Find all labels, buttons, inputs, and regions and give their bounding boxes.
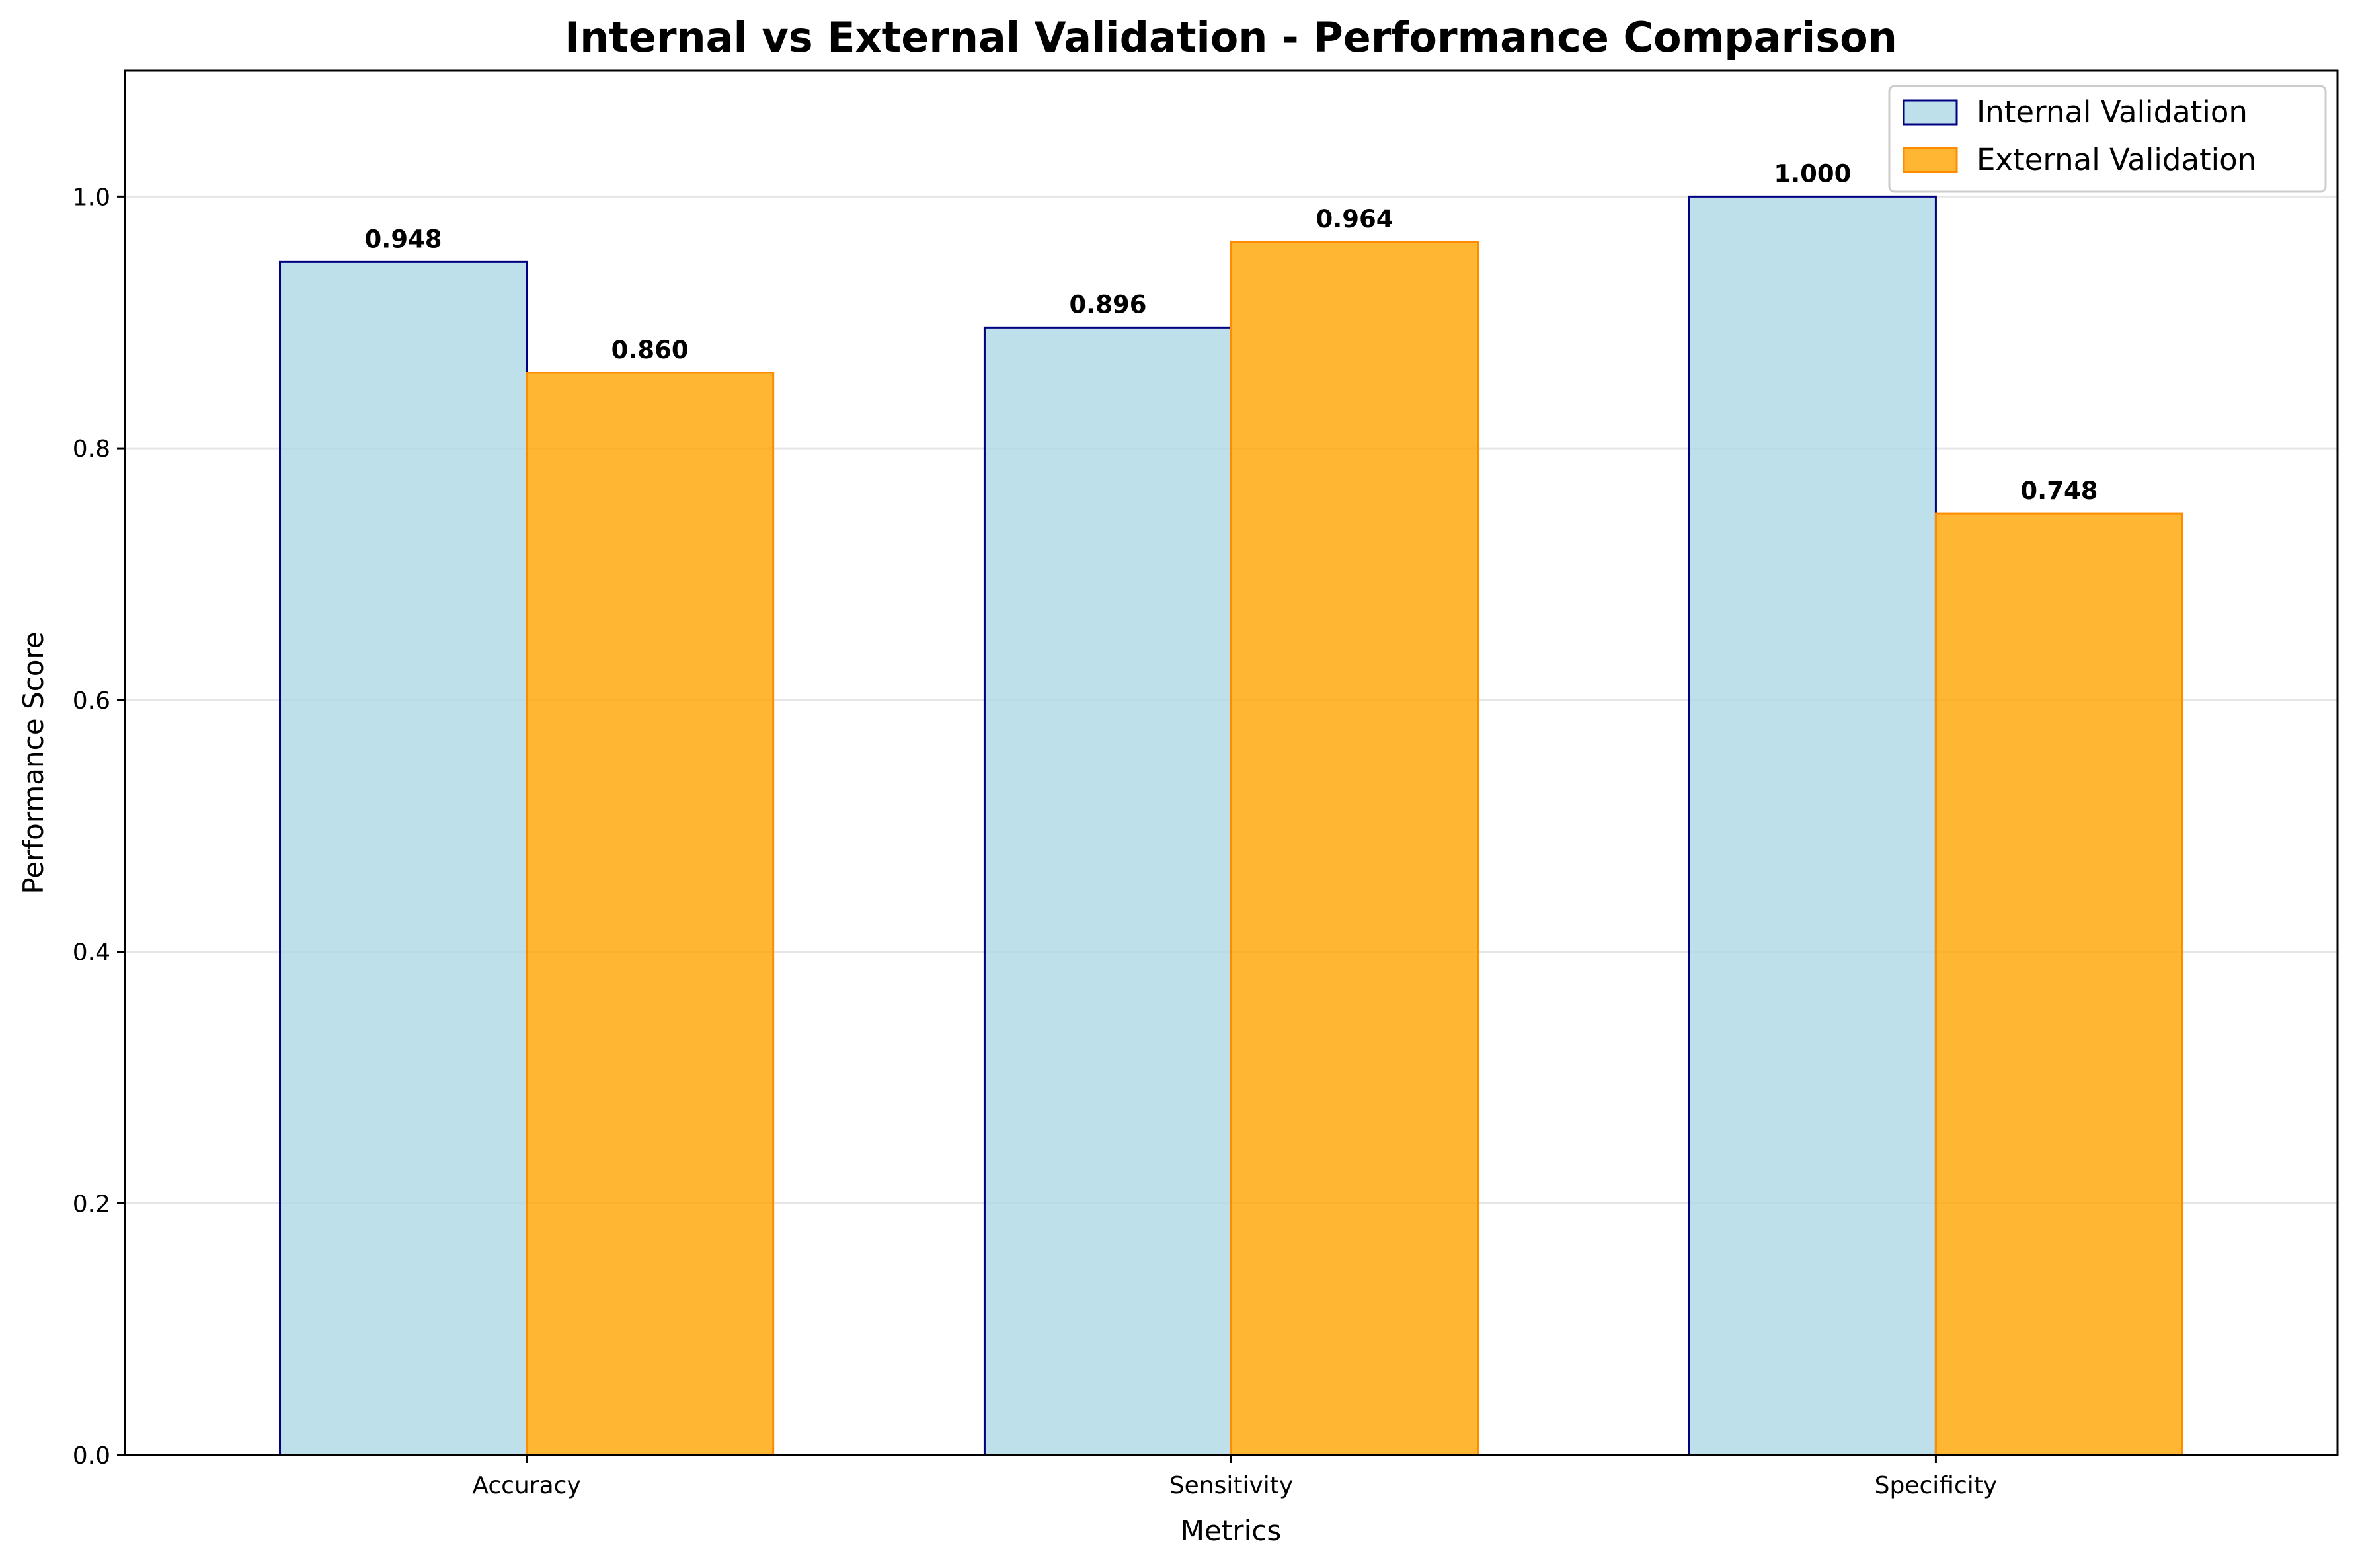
y-tick-label: 0.0: [73, 1442, 110, 1470]
legend: Internal Validation External Validation: [1888, 85, 2327, 193]
legend-box: [1888, 85, 2327, 193]
bar-value-label: 0.964: [1316, 205, 1394, 233]
axis-ticks: 0.0 0.2 0.4 0.6 0.8 1.0 Accuracy Sensitivity Spe…: [73, 184, 1997, 1499]
y-tick-label: 0.8: [73, 436, 110, 463]
y-tick-label: 0.4: [73, 939, 110, 966]
legend-label: Internal Validation: [1977, 95, 2248, 130]
x-tick-label: Accuracy: [472, 1472, 580, 1499]
y-tick-label: 0.6: [73, 687, 110, 715]
chart-title: Internal vs External Validation - Perfor…: [565, 13, 1897, 61]
x-axis-label: Metrics: [1181, 1514, 1281, 1547]
bars: [279, 195, 2183, 1456]
bar-value-label: 0.748: [2020, 477, 2098, 505]
bar-internal-specificity: [1688, 195, 1937, 1456]
bar-value-label: 0.948: [365, 225, 442, 253]
bar-external-specificity: [1934, 512, 2183, 1456]
bar-value-label: 0.860: [611, 336, 689, 364]
bar-external-accuracy: [526, 372, 775, 1456]
legend-swatch-external: [1903, 147, 1958, 173]
bar-value-label: 0.896: [1069, 290, 1146, 319]
legend-swatch-internal: [1903, 99, 1958, 126]
y-axis-label: Performance Score: [17, 631, 50, 894]
y-tick-label: 1.0: [73, 184, 110, 211]
x-tick-label: Specificity: [1875, 1472, 1998, 1499]
legend-label: External Validation: [1977, 142, 2256, 177]
value-labels: 0.948 0.896 1.000 0.860 0.964 0.748: [365, 159, 2098, 505]
x-tick-label: Sensitivity: [1169, 1472, 1293, 1499]
y-tick-label: 0.2: [73, 1191, 110, 1218]
bar-value-label: 1.000: [1774, 159, 1851, 188]
bar-external-sensitivity: [1230, 241, 1479, 1456]
bar-internal-sensitivity: [983, 326, 1232, 1456]
bar-internal-accuracy: [279, 260, 528, 1456]
